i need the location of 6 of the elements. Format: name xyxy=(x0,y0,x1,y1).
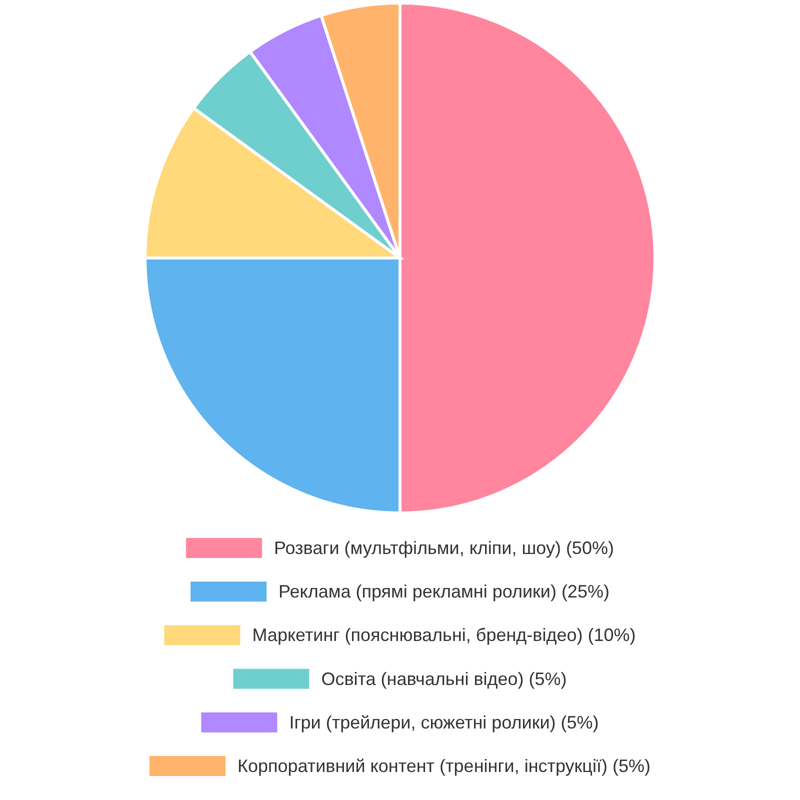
legend-label: Корпоративний контент (тренінги, інструкції) (5%) xyxy=(237,756,651,776)
legend-label: Розваги (мультфільми, кліпи, шоу) (50%) xyxy=(274,538,614,558)
legend-label: Реклама (прямі рекламні ролики) (25%) xyxy=(278,582,610,602)
legend-label: Ігри (трейлери, сюжетні ролики) (5%) xyxy=(289,712,599,732)
legend-label: Маркетинг (пояснювальні, бренд-відео) (10%) xyxy=(252,625,636,646)
legend-label: Освіта (навчальні відео) (5%) xyxy=(321,668,567,689)
